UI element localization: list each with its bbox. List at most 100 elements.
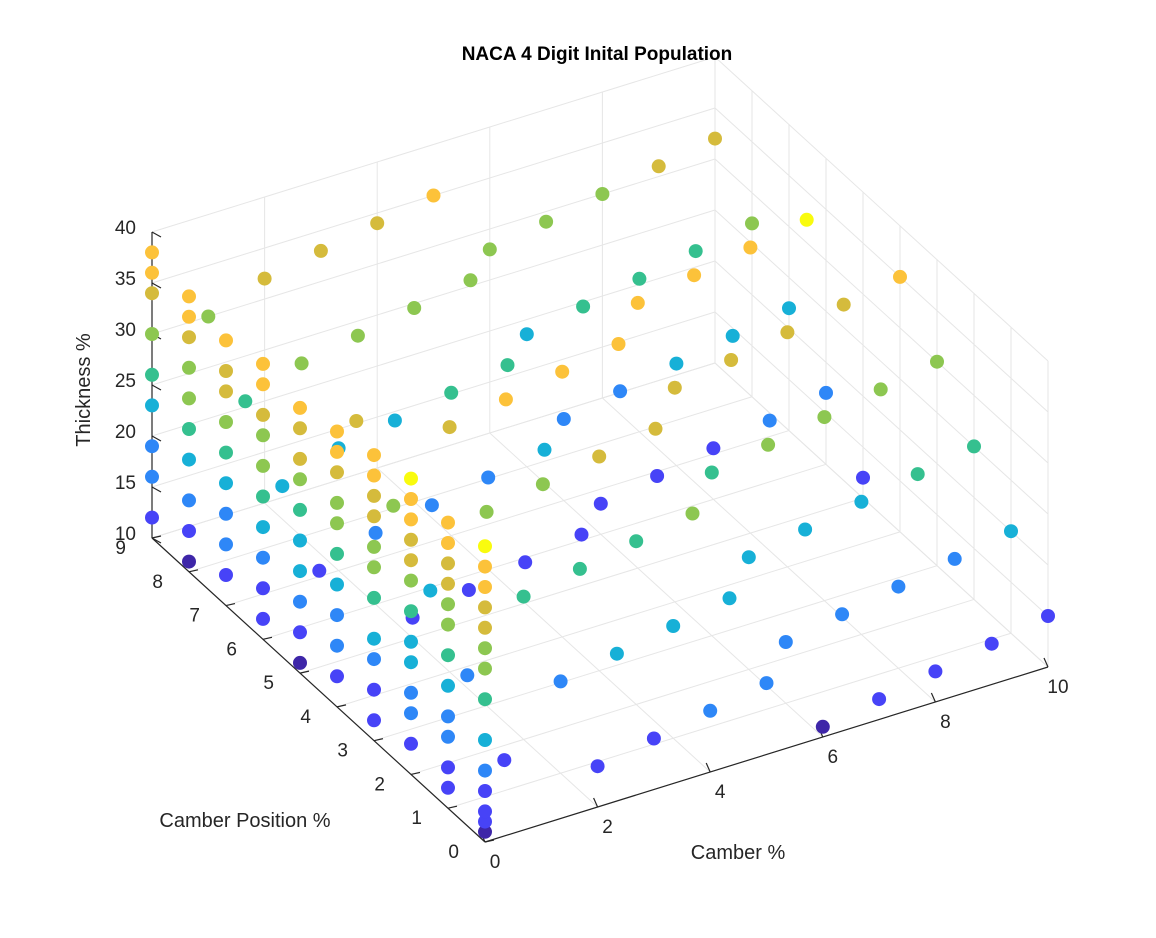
data-point: [817, 410, 832, 425]
data-point: [441, 556, 455, 571]
data-point: [478, 539, 492, 554]
data-point: [256, 581, 270, 596]
data-point: [293, 655, 307, 670]
data-point: [330, 669, 344, 684]
data-point: [182, 391, 196, 406]
data-point: [632, 271, 647, 286]
data-point: [745, 216, 759, 231]
data-point: [367, 539, 381, 554]
grid-line: [447, 632, 1012, 809]
y-tick-label: 2: [374, 774, 385, 795]
data-point: [404, 492, 418, 506]
data-point: [441, 648, 455, 663]
data-point: [444, 385, 459, 400]
data-point: [257, 271, 272, 286]
data-point: [535, 477, 550, 492]
chart-title: NACA 4 Digit Inital Population: [462, 44, 733, 65]
grid-line: [151, 56, 716, 233]
data-point: [367, 488, 381, 503]
data-point: [404, 512, 418, 527]
data-point: [648, 421, 663, 436]
data-point: [463, 273, 478, 288]
data-point: [743, 240, 758, 255]
data-point: [219, 476, 233, 491]
data-point: [613, 384, 628, 399]
x-tick-label: 6: [828, 747, 839, 768]
z-tick-label: 35: [115, 269, 136, 290]
data-point: [330, 638, 344, 653]
z-tick-mark: [151, 486, 162, 493]
data-point: [724, 353, 739, 367]
y-tick-label: 1: [411, 808, 422, 829]
x-tick-label: 10: [1047, 677, 1068, 698]
data-point: [145, 265, 159, 280]
data-point: [650, 469, 665, 483]
data-point: [256, 428, 270, 443]
grid-line: [602, 397, 936, 703]
data-point: [330, 465, 344, 480]
data-point: [330, 424, 344, 439]
z-tick-label: 15: [115, 473, 136, 494]
data-point: [313, 243, 328, 258]
z-tick-label: 20: [115, 422, 136, 443]
data-point: [482, 242, 497, 257]
data-point: [404, 736, 418, 751]
y-tick-mark: [225, 602, 236, 607]
x-tick-mark: [593, 797, 599, 808]
data-point: [537, 442, 552, 457]
data-point: [219, 445, 233, 460]
grid-line: [410, 598, 975, 775]
data-point: [1004, 524, 1018, 539]
data-point: [593, 496, 608, 511]
data-point: [145, 510, 159, 525]
data-point: [275, 479, 290, 494]
data-point: [441, 678, 455, 693]
data-point: [706, 441, 721, 456]
data-point: [219, 415, 233, 429]
data-point: [518, 555, 533, 570]
data-point: [516, 589, 531, 604]
data-point: [182, 554, 196, 569]
data-point: [646, 731, 661, 746]
data-point: [815, 719, 830, 734]
data-point: [836, 297, 851, 312]
data-point: [145, 327, 159, 341]
data-point: [404, 685, 418, 700]
data-point: [478, 692, 492, 707]
data-point: [426, 188, 441, 203]
data-point: [590, 759, 605, 774]
data-point: [741, 550, 756, 565]
data-point: [293, 625, 307, 640]
z-tick-mark: [151, 435, 162, 442]
data-point: [629, 534, 644, 549]
data-point: [367, 468, 381, 483]
data-point: [478, 784, 492, 798]
data-point: [256, 611, 270, 626]
y-tick-label: 4: [300, 707, 311, 728]
z-tick-mark: [151, 231, 162, 238]
data-point: [182, 360, 196, 375]
data-point: [555, 364, 570, 379]
data-point: [782, 301, 796, 316]
data-point: [145, 398, 159, 413]
y-tick-mark: [447, 805, 458, 809]
grid-line: [299, 497, 864, 674]
data-point: [441, 617, 455, 632]
data-point: [478, 733, 492, 747]
data-point: [404, 573, 418, 588]
data-point: [330, 608, 344, 623]
data-point: [404, 706, 418, 721]
y-axis-line: [151, 537, 486, 843]
y-tick-mark: [410, 771, 421, 776]
data-point: [238, 394, 253, 409]
data-point: [947, 551, 962, 566]
data-point: [294, 356, 309, 371]
data-point: [407, 301, 422, 315]
data-point: [478, 580, 492, 594]
data-point: [367, 560, 381, 575]
data-point: [367, 590, 381, 605]
data-point: [293, 472, 307, 487]
data-point: [219, 506, 233, 521]
data-point: [441, 515, 455, 530]
